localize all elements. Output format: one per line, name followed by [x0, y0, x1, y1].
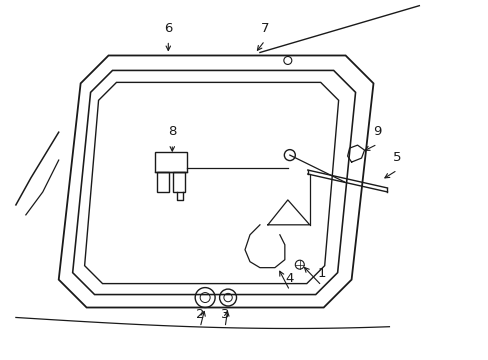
Text: 7: 7 [260, 22, 268, 35]
Bar [155, 152, 187, 172]
Text: 8: 8 [168, 125, 176, 138]
Text: 2: 2 [196, 309, 204, 321]
Text: 5: 5 [392, 151, 401, 164]
Text: 4: 4 [285, 271, 293, 285]
Text: 6: 6 [164, 22, 172, 35]
Text: 9: 9 [372, 125, 381, 138]
Text: 1: 1 [317, 267, 325, 280]
Bar [157, 172, 169, 192]
Text: 3: 3 [221, 309, 229, 321]
Bar [173, 172, 185, 192]
